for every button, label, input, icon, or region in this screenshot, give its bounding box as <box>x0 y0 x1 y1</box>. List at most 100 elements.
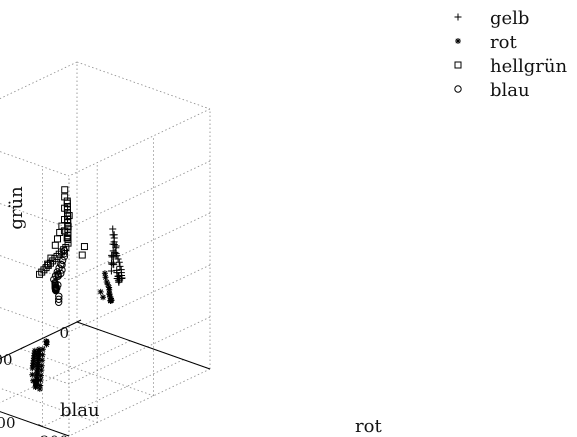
legend-item-rot: rot <box>455 32 517 53</box>
data-point <box>113 266 121 274</box>
data-point <box>44 260 52 268</box>
data-point <box>60 246 69 255</box>
data-point <box>100 294 107 301</box>
data-point <box>36 385 43 392</box>
box-edge <box>76 61 211 110</box>
data-point <box>58 261 66 269</box>
data-point <box>65 212 73 220</box>
legend-circle-marker <box>454 85 462 93</box>
y-axis-line <box>0 321 78 360</box>
legend-label: hellgrün <box>490 56 567 77</box>
data-point <box>38 362 45 369</box>
data-point <box>44 261 52 269</box>
axis-frame <box>0 319 211 437</box>
data-point <box>109 231 117 239</box>
data-point <box>51 255 59 263</box>
data-point <box>106 291 113 298</box>
data-point <box>55 295 63 303</box>
data-point <box>115 258 123 266</box>
data-point <box>64 239 72 247</box>
data-point <box>50 275 58 284</box>
data-point <box>63 234 71 242</box>
data-point <box>39 346 46 353</box>
data-point <box>114 272 122 280</box>
gridline <box>68 160 211 229</box>
data-point <box>39 357 46 364</box>
data-point <box>110 261 118 269</box>
data-point <box>61 204 69 212</box>
series-gelb <box>107 225 126 286</box>
data-point <box>38 268 46 276</box>
data-point <box>107 297 114 304</box>
data-point <box>30 377 37 384</box>
data-point <box>113 252 121 260</box>
legend-item-hellgruen: hellgrün <box>454 56 567 77</box>
series-blau <box>50 246 69 306</box>
data-point <box>36 270 44 278</box>
data-point <box>29 371 36 378</box>
data-point <box>53 268 62 276</box>
series-hellgrün <box>36 186 88 278</box>
data-point <box>64 235 72 243</box>
data-point <box>116 262 124 270</box>
legend: gelb rot hellgrün blau <box>454 8 567 101</box>
data-point <box>39 351 46 358</box>
data-point <box>101 270 108 277</box>
data-point <box>37 382 44 389</box>
data-point <box>51 241 59 249</box>
data-point <box>31 347 38 354</box>
x-axis-line <box>0 411 70 437</box>
data-point <box>60 249 69 258</box>
data-point <box>107 294 114 301</box>
data-point <box>54 298 63 306</box>
gridline <box>0 151 70 177</box>
data-point <box>61 216 69 224</box>
data-point <box>38 367 45 374</box>
data-marks <box>29 186 126 392</box>
data-point <box>53 284 61 292</box>
data-point <box>60 246 68 254</box>
data-point <box>43 341 50 348</box>
gridline <box>0 340 131 404</box>
data-point <box>104 281 111 288</box>
legend-label: rot <box>490 32 517 53</box>
data-point <box>58 266 66 274</box>
data-point <box>57 269 65 278</box>
y-tick-label: 100 <box>0 351 13 369</box>
floor-edge <box>76 321 211 370</box>
data-point <box>58 256 67 265</box>
legend-item-gelb: gelb <box>454 8 529 29</box>
data-point <box>102 274 109 281</box>
data-point <box>36 346 43 353</box>
data-point <box>61 193 69 201</box>
y-tick <box>76 319 82 323</box>
data-point <box>80 243 88 251</box>
data-point <box>53 252 61 260</box>
data-point <box>64 232 72 240</box>
x-tick-label: 100 <box>0 414 16 432</box>
data-point <box>114 255 122 263</box>
data-point <box>53 235 61 243</box>
y-axis-label: blau <box>60 400 100 421</box>
y-tick <box>20 346 25 350</box>
box-edge <box>0 61 78 100</box>
y-tick-label: 0 <box>59 324 69 342</box>
data-point <box>78 251 86 259</box>
data-point <box>64 223 72 231</box>
legend-label: gelb <box>490 8 529 29</box>
data-point <box>42 264 50 272</box>
gridline <box>68 108 211 177</box>
x-tick-label: 200 <box>40 433 69 437</box>
data-point <box>115 278 123 286</box>
data-point <box>37 372 44 379</box>
legend-plus-marker <box>454 13 462 21</box>
data-point <box>97 288 104 295</box>
legend-item-blau: blau <box>454 80 530 101</box>
data-point <box>37 377 44 384</box>
data-point <box>61 186 69 194</box>
legend-asterisk-marker <box>455 38 461 44</box>
data-point <box>109 225 117 233</box>
gridline <box>68 212 211 281</box>
x-axis-label: rot <box>355 416 382 437</box>
